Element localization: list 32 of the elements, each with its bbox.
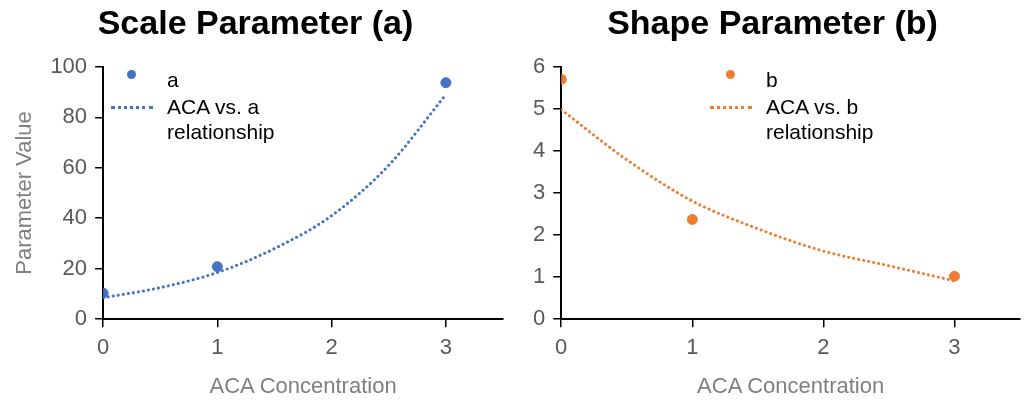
legend-label: ACA vs. a relationship bbox=[167, 94, 276, 145]
x-tick-label: 0 bbox=[555, 334, 568, 360]
x-tick-label: 3 bbox=[439, 334, 452, 360]
y-tick-label: 80 bbox=[62, 103, 88, 129]
y-tick-label: 100 bbox=[50, 52, 88, 78]
x-tick-label: 0 bbox=[96, 334, 110, 360]
legend-label: a bbox=[167, 66, 179, 92]
y-tick-label: 5 bbox=[532, 94, 546, 120]
legend-label: ACA vs. b relationship bbox=[766, 94, 875, 145]
y-tick-label: 40 bbox=[62, 204, 88, 230]
y-tick-label: 2 bbox=[532, 221, 546, 247]
chart-title: Scale Parameter (a) bbox=[97, 2, 414, 41]
x-tick-label: 1 bbox=[211, 334, 224, 360]
y-tick-label: 4 bbox=[532, 137, 546, 162]
point bbox=[948, 270, 960, 282]
y-tick-label: 20 bbox=[62, 254, 88, 280]
y-tick-label: 3 bbox=[532, 179, 546, 205]
legend-label: b bbox=[766, 66, 778, 92]
y-tick-label: 0 bbox=[532, 305, 546, 331]
y-tick-label: 1 bbox=[532, 263, 546, 289]
x-tick-label: 3 bbox=[948, 334, 961, 360]
point bbox=[686, 214, 698, 225]
y-tick-label: 0 bbox=[74, 305, 88, 331]
y-tick-label: 6 bbox=[532, 52, 546, 78]
x-axis-title: ACA Concentration bbox=[697, 372, 885, 398]
chart-title: Shape Parameter (b) bbox=[607, 2, 938, 41]
y-axis-title: Parameter Value bbox=[11, 111, 37, 275]
x-tick-label: 2 bbox=[817, 334, 830, 360]
x-tick-label: 2 bbox=[325, 334, 338, 360]
x-tick-label: 1 bbox=[686, 334, 699, 360]
x-axis-title: ACA Concentration bbox=[209, 372, 397, 398]
y-tick-label: 60 bbox=[62, 153, 88, 179]
